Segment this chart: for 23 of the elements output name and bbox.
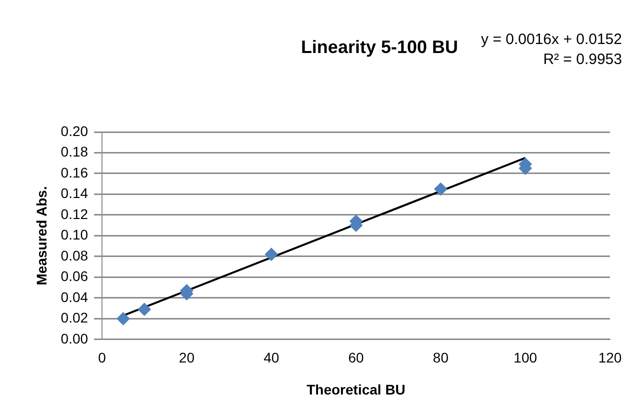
- x-tick-label: 40: [264, 350, 280, 366]
- y-axis-title: Measured Abs.: [33, 186, 50, 286]
- x-axis-title: Theoretical BU: [306, 381, 406, 398]
- y-tick-label: 0.20: [60, 122, 88, 139]
- x-tick-label: 120: [598, 350, 622, 366]
- y-tick-label: 0.08: [60, 247, 88, 264]
- y-tick-label: 0.10: [60, 226, 88, 243]
- y-tick-label: 0.14: [60, 185, 88, 202]
- text: y = 0.0016x + 0.0152: [481, 31, 622, 48]
- y-tick-label: 0.02: [60, 310, 88, 326]
- y-tick-label: 0.16: [60, 164, 88, 180]
- x-tick-label: 100: [514, 350, 538, 366]
- y-tick-label: 0.04: [60, 288, 88, 305]
- x-tick-label: 20: [178, 350, 195, 366]
- text: R² = 0.9953: [543, 51, 622, 68]
- x-tick-label: 80: [432, 350, 449, 366]
- x-tick-label: 0: [98, 350, 106, 366]
- y-tick-label: 0.12: [60, 206, 88, 222]
- y-tick-label: 0.18: [60, 144, 88, 160]
- y-tick-label: 0.00: [60, 330, 88, 346]
- x-tick-label: 60: [348, 350, 364, 366]
- chart-title: Linearity 5-100 BU: [300, 36, 458, 57]
- y-tick-label: 0.06: [60, 268, 88, 284]
